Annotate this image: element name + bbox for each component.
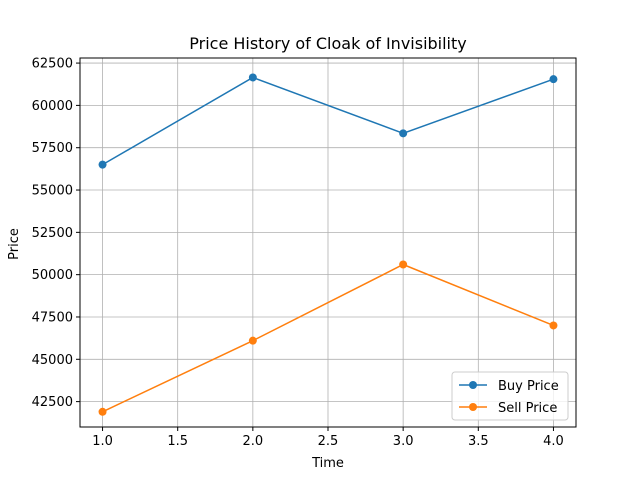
x-axis-title: Time: [311, 456, 344, 471]
y-tick-label: 57500: [32, 141, 73, 156]
y-axis-ticks: 42500 45000 47500 50000 52500 55000 57500 60000…: [32, 57, 80, 410]
data-point-buy-price: [98, 160, 107, 169]
legend-label-buy-price: Buy Price: [498, 379, 559, 394]
x-tick-label: 2.5: [318, 434, 339, 449]
legend-box: [451, 371, 569, 421]
x-tick-label: 1.5: [167, 434, 188, 449]
grid: [80, 58, 576, 427]
legend-label-sell-price: Sell Price: [498, 401, 557, 416]
series-lines: [98, 73, 558, 416]
data-point-buy-price: [399, 129, 408, 138]
plot-area-frame: [79, 57, 577, 428]
data-point-sell-price: [549, 321, 558, 330]
chart-title: Price History of Cloak of Invisibility: [189, 34, 467, 53]
x-tick-label: 4.0: [543, 434, 564, 449]
y-tick-label: 50000: [32, 268, 73, 283]
data-point-buy-price: [549, 75, 558, 84]
x-tick-label: 1.0: [92, 434, 113, 449]
y-tick-label: 60000: [32, 99, 73, 114]
series-line-sell-price: [102, 263, 554, 413]
data-point-buy-price: [248, 73, 257, 82]
y-tick-label: 42500: [32, 395, 73, 410]
x-tick-label: 2.0: [243, 434, 264, 449]
legend: Buy Price Sell Price: [451, 371, 569, 421]
legend-marker-buy-price: [469, 381, 477, 389]
y-axis-title: Price: [7, 228, 22, 260]
data-point-sell-price: [98, 407, 107, 416]
x-tick-label: 3.0: [393, 434, 414, 449]
x-tick-label: 3.5: [468, 434, 489, 449]
y-tick-label: 47500: [32, 310, 73, 325]
legend-marker-sell-price: [469, 403, 477, 411]
y-tick-label: 45000: [32, 353, 73, 368]
y-tick-label: 52500: [32, 226, 73, 241]
series-line-buy-price: [102, 76, 554, 166]
y-tick-label: 62500: [32, 57, 73, 72]
data-point-sell-price: [399, 260, 408, 269]
y-tick-label: 55000: [32, 184, 73, 199]
data-point-sell-price: [248, 336, 257, 345]
x-axis-ticks: 1.0 1.5 2.0 2.5 3.0 3.5 4.0: [92, 427, 564, 449]
